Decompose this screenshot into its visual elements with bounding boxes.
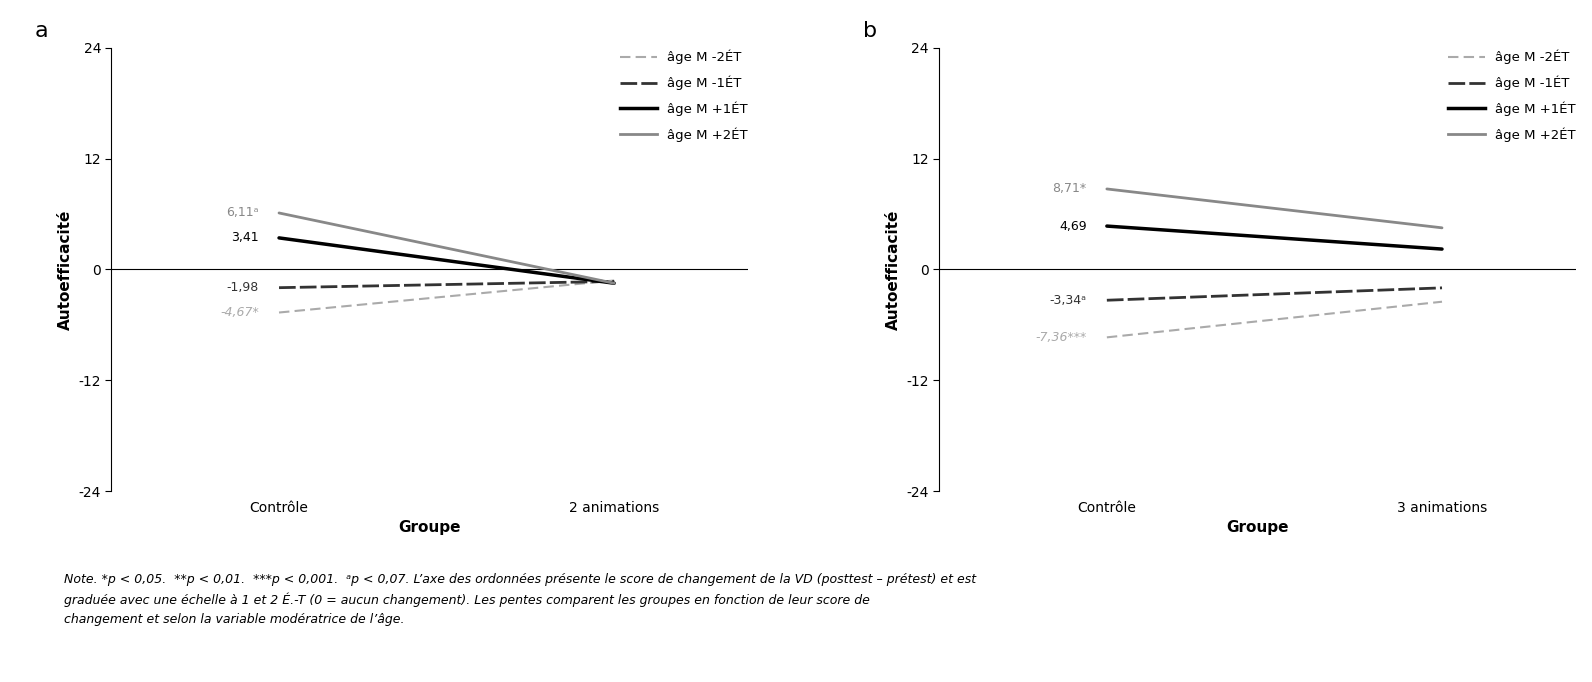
Legend: âge M -2ÉT, âge M -1ÉT, âge M +1ÉT, âge M +2ÉT: âge M -2ÉT, âge M -1ÉT, âge M +1ÉT, âge … — [619, 50, 748, 142]
Text: 6,11ᵃ: 6,11ᵃ — [226, 207, 259, 220]
X-axis label: Groupe: Groupe — [1226, 520, 1290, 535]
Y-axis label: Autoefficacité: Autoefficacité — [57, 209, 73, 329]
Text: 3,41: 3,41 — [231, 231, 259, 244]
Text: Note. *p < 0,05.  **p < 0,01.  ***p < 0,001.  ᵃp < 0,07. L’axe des ordonnées pré: Note. *p < 0,05. **p < 0,01. ***p < 0,00… — [64, 573, 976, 626]
Text: 4,69: 4,69 — [1059, 220, 1087, 233]
Text: a: a — [35, 21, 49, 41]
X-axis label: Groupe: Groupe — [398, 520, 462, 535]
Text: -1,98: -1,98 — [226, 281, 259, 294]
Text: 8,71*: 8,71* — [1052, 183, 1087, 196]
Text: -4,67*: -4,67* — [220, 306, 259, 319]
Text: -7,36***: -7,36*** — [1035, 331, 1087, 344]
Legend: âge M -2ÉT, âge M -1ÉT, âge M +1ÉT, âge M +2ÉT: âge M -2ÉT, âge M -1ÉT, âge M +1ÉT, âge … — [1447, 50, 1576, 142]
Y-axis label: Autoefficacité: Autoefficacité — [885, 209, 901, 329]
Text: b: b — [863, 21, 877, 41]
Text: -3,34ᵃ: -3,34ᵃ — [1049, 294, 1087, 307]
